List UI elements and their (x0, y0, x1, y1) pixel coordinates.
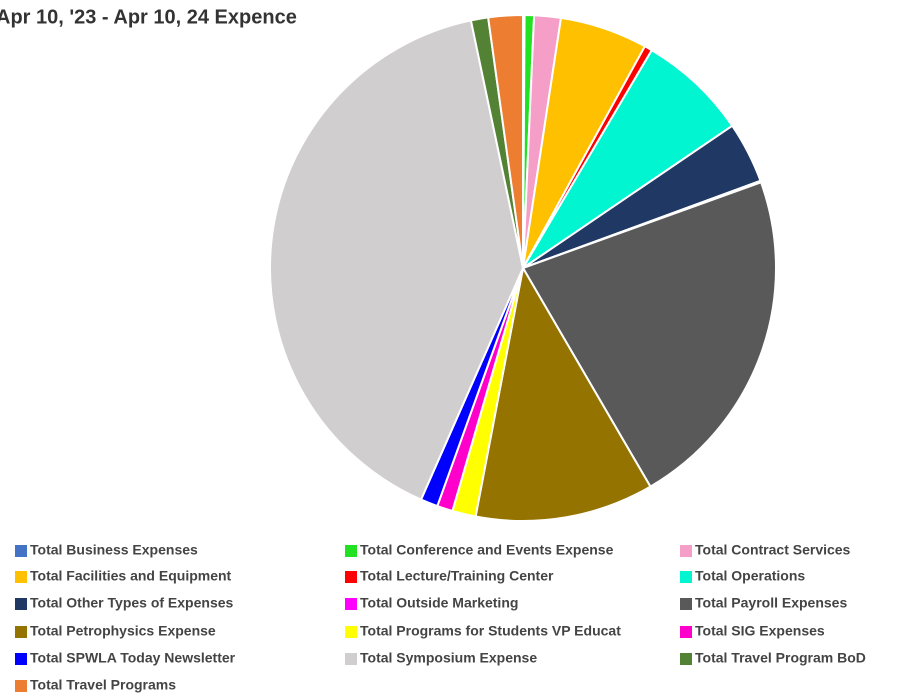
legend-label: Total Lecture/Training Center (360, 568, 554, 584)
legend-label: Total SPWLA Today Newsletter (30, 650, 236, 666)
legend-swatch (15, 571, 27, 583)
chart-title: Apr 10, '23 - Apr 10, 24 Expence (0, 6, 297, 28)
pie-slice (269, 19, 525, 501)
pie-slice (522, 48, 734, 269)
legend-label: Total Programs for Students VP Educat (360, 623, 621, 639)
legend-swatch (15, 545, 27, 557)
legend-label: Total Contract Services (695, 542, 851, 558)
legend-swatch (680, 626, 692, 638)
legend-label: Total Symposium Expense (360, 650, 537, 666)
legend-label: Total Facilities and Equipment (30, 568, 232, 584)
legend-swatch (15, 653, 27, 665)
legend-label: Total Business Expenses (30, 542, 198, 558)
legend-swatch (345, 545, 357, 557)
legend-swatch (345, 626, 357, 638)
legend-swatch (345, 653, 357, 665)
legend-label: Total Outside Marketing (360, 595, 518, 611)
legend-swatch (680, 545, 692, 557)
legend-label: Total Operations (695, 568, 805, 584)
legend-swatch (15, 598, 27, 610)
legend-swatch (345, 598, 357, 610)
legend-swatch (15, 626, 27, 638)
legend-label: Total Payroll Expenses (695, 595, 847, 611)
legend-swatch (680, 653, 692, 665)
legend-label: Total Other Types of Expenses (30, 595, 234, 611)
pie-slice (521, 181, 777, 488)
legend-label: Total Travel Programs (30, 677, 176, 693)
legend-label: Total Conference and Events Expense (360, 542, 614, 558)
legend-swatch (345, 571, 357, 583)
legend-swatch (680, 598, 692, 610)
legend-label: Total Travel Program BoD (695, 650, 866, 666)
pie-slice (474, 265, 652, 522)
legend-label: Total SIG Expenses (695, 623, 825, 639)
legend-swatch (15, 680, 27, 692)
legend-label: Total Petrophysics Expense (30, 623, 216, 639)
pie-slice (487, 13, 524, 269)
legend-swatch (680, 571, 692, 583)
